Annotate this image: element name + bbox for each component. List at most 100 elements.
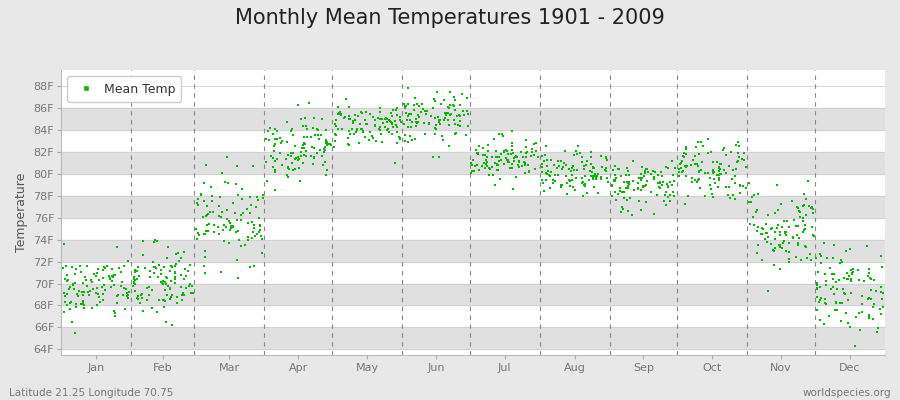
Point <box>813 317 827 323</box>
Point <box>91 266 105 272</box>
Point <box>875 264 889 270</box>
Point <box>843 324 858 330</box>
Point <box>404 111 419 117</box>
Point <box>751 190 765 197</box>
Point <box>88 290 103 296</box>
Point <box>432 118 446 125</box>
Point <box>231 228 246 234</box>
Point <box>495 131 509 138</box>
Point <box>538 177 553 183</box>
Point <box>796 218 810 224</box>
Point <box>519 149 534 155</box>
Point <box>654 182 669 188</box>
Point <box>368 137 382 144</box>
Point <box>792 235 806 241</box>
Point <box>161 283 176 289</box>
Point <box>754 230 769 237</box>
Point <box>154 270 168 277</box>
Point <box>626 212 640 218</box>
Point <box>85 278 99 285</box>
Point <box>234 243 248 250</box>
Point <box>73 263 87 269</box>
Point <box>499 147 513 153</box>
Point <box>384 119 399 125</box>
Point <box>106 308 121 315</box>
Point <box>626 158 641 165</box>
Point <box>110 244 124 250</box>
Point <box>300 126 314 132</box>
Point <box>814 253 829 259</box>
Point <box>736 157 751 163</box>
Point <box>142 274 157 280</box>
Point <box>825 284 840 290</box>
Point <box>646 168 661 175</box>
Point <box>328 131 343 138</box>
Point <box>320 138 334 145</box>
Point <box>376 120 391 126</box>
Point <box>554 158 568 164</box>
Point <box>158 279 173 285</box>
Point <box>172 258 186 264</box>
Point <box>229 181 243 188</box>
Point <box>253 223 267 230</box>
Point <box>464 168 479 174</box>
Point <box>505 147 519 153</box>
Point <box>80 289 94 296</box>
Point <box>517 158 531 165</box>
Point <box>356 129 371 136</box>
Point <box>392 117 407 124</box>
Point <box>497 149 511 155</box>
Point <box>729 158 743 165</box>
Point <box>528 166 543 172</box>
Point <box>667 193 681 199</box>
Point <box>216 238 230 244</box>
Point <box>841 276 855 282</box>
Point <box>837 275 851 282</box>
Point <box>368 117 382 124</box>
Point <box>299 152 313 159</box>
Point <box>179 284 194 291</box>
Point <box>874 311 888 317</box>
Point <box>383 110 398 116</box>
Point <box>566 184 580 191</box>
Point <box>811 268 825 275</box>
Point <box>646 176 661 182</box>
Text: worldspecies.org: worldspecies.org <box>803 388 891 398</box>
Point <box>810 307 824 313</box>
Point <box>310 150 324 156</box>
Point <box>469 147 483 153</box>
Point <box>96 282 111 289</box>
Point <box>635 175 650 181</box>
Point <box>67 286 81 292</box>
Point <box>390 105 404 112</box>
Point <box>622 172 636 178</box>
Point <box>706 169 720 175</box>
Point <box>661 194 675 200</box>
Point <box>706 170 720 176</box>
Point <box>175 291 189 298</box>
Point <box>755 256 770 263</box>
Point <box>264 153 278 159</box>
Point <box>506 149 520 156</box>
Point <box>298 115 312 121</box>
Point <box>608 178 622 184</box>
Point <box>330 126 345 132</box>
Point <box>327 144 341 150</box>
Point <box>806 206 820 212</box>
Point <box>176 296 190 303</box>
Point <box>871 325 886 331</box>
Point <box>494 156 508 163</box>
Point <box>727 180 742 186</box>
Point <box>758 236 772 242</box>
Point <box>390 124 404 130</box>
Point <box>586 164 600 171</box>
Point <box>147 239 161 246</box>
Point <box>647 168 662 175</box>
Point <box>782 259 796 266</box>
Point <box>798 222 813 228</box>
Point <box>496 148 510 154</box>
Point <box>270 128 284 135</box>
Point <box>745 214 760 220</box>
Point <box>874 253 888 260</box>
Point <box>127 280 141 286</box>
